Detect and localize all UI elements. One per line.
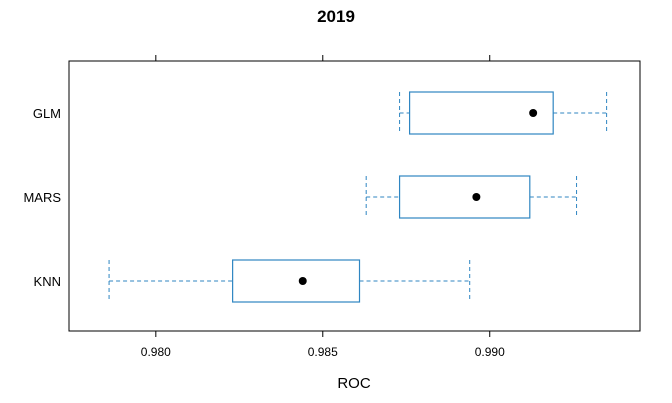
iqr-box-mars [398, 175, 531, 219]
iqr-box-knn [232, 259, 361, 303]
x-axis-label: ROC [337, 375, 371, 392]
median-dot-mars [472, 193, 481, 201]
box-glm [399, 91, 608, 135]
box-knn [108, 259, 471, 303]
category-labels: GLM MARS KNN [23, 106, 61, 289]
plot-frame [68, 60, 641, 332]
iqr-box-glm [408, 91, 554, 135]
category-label-glm: GLM [33, 106, 61, 121]
median-dot-glm [529, 109, 538, 117]
box-mars [365, 175, 578, 219]
top-axis-ticks [155, 55, 491, 61]
x-tick-label-0: 0.980 [141, 345, 171, 359]
category-label-knn: KNN [34, 274, 61, 289]
bottom-axis: 0.980 0.985 0.990 [141, 331, 505, 359]
chart-title: 2019 [317, 7, 355, 26]
boxes-layer [108, 91, 608, 303]
x-tick-label-2: 0.990 [475, 345, 505, 359]
median-dot-knn [298, 277, 307, 285]
x-tick-label-1: 0.985 [308, 345, 338, 359]
category-label-mars: MARS [23, 190, 61, 205]
